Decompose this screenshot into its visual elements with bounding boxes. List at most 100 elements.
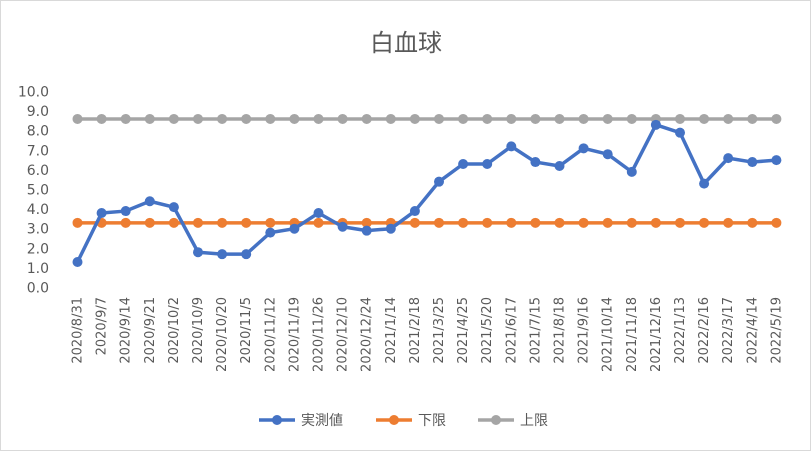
data-point — [313, 208, 324, 219]
data-point — [193, 247, 203, 258]
data-point — [626, 217, 637, 228]
legend-dot-marker — [272, 415, 282, 425]
series-layer — [72, 113, 782, 268]
data-point — [193, 113, 203, 124]
data-point — [602, 217, 613, 228]
data-point — [723, 217, 734, 228]
x-tick-label: 2021/9/16 — [577, 297, 592, 364]
data-point — [409, 113, 420, 124]
x-tick-label: 2021/11/18 — [625, 297, 640, 372]
data-point — [168, 202, 179, 213]
data-point — [699, 178, 710, 189]
legend-item: 上限 — [478, 413, 548, 429]
x-tick-label: 2021/10/14 — [601, 297, 616, 372]
x-tick-label: 2021/5/20 — [480, 297, 495, 364]
legend-item: 下限 — [376, 413, 446, 429]
data-point — [554, 217, 565, 228]
data-point — [530, 217, 541, 228]
x-tick-label: 2020/11/12 — [263, 297, 278, 372]
data-point — [193, 217, 203, 228]
data-point — [578, 217, 589, 228]
y-tick-label: 0.0 — [27, 281, 49, 297]
data-point — [409, 217, 420, 228]
data-point — [289, 223, 300, 234]
data-point — [72, 257, 83, 268]
x-tick-label: 2021/8/18 — [553, 297, 568, 364]
y-axis-ticks: 0.0 1.0 2.0 3.0 4.0 5.0 6.0 7.0 8.0 9.0 10.0 — [18, 85, 49, 297]
y-tick-label: 1.0 — [27, 261, 49, 277]
x-tick-label: 2020/11/5 — [239, 297, 254, 364]
x-tick-label: 2020/9/21 — [143, 297, 158, 364]
data-point — [675, 217, 685, 228]
data-point — [554, 113, 565, 124]
data-point — [217, 249, 228, 260]
data-point — [241, 249, 252, 260]
y-tick-label: 2.0 — [27, 241, 49, 257]
data-point — [409, 206, 420, 217]
data-point — [482, 217, 493, 228]
series-group — [72, 217, 782, 228]
x-tick-label: 2020/9/7 — [95, 297, 110, 355]
data-point — [554, 160, 565, 171]
data-point — [241, 113, 252, 124]
x-tick-label: 2021/1/14 — [384, 297, 399, 364]
data-point — [361, 217, 372, 228]
data-point — [120, 206, 131, 217]
legend-item: 実測値 — [259, 413, 343, 429]
data-point — [217, 113, 228, 124]
x-axis-ticks: 2020/8/31 2020/9/7 2020/9/14 2020/9/21 2020/… — [71, 297, 785, 372]
y-tick-label: 6.0 — [27, 163, 49, 179]
y-tick-label: 10.0 — [18, 85, 49, 101]
data-point — [96, 113, 107, 124]
data-point — [699, 217, 710, 228]
data-point — [120, 113, 131, 124]
x-tick-label: 2020/10/9 — [191, 297, 206, 364]
data-point — [217, 217, 228, 228]
data-point — [650, 217, 661, 228]
data-point — [602, 149, 613, 160]
data-point — [96, 208, 107, 219]
legend-dot-marker — [491, 415, 501, 425]
legend-label: 下限 — [418, 413, 446, 429]
y-tick-label: 8.0 — [27, 124, 49, 140]
y-tick-label: 7.0 — [27, 143, 49, 159]
x-tick-label: 2020/8/31 — [71, 297, 86, 364]
y-tick-label: 4.0 — [27, 202, 49, 218]
data-point — [723, 113, 734, 124]
x-tick-label: 2020/9/14 — [119, 297, 134, 364]
data-point — [120, 217, 131, 228]
data-point — [361, 225, 372, 236]
data-point — [530, 113, 541, 124]
data-point — [602, 113, 613, 124]
legend-dot-marker — [389, 415, 399, 425]
data-point — [385, 223, 396, 234]
data-point — [313, 113, 324, 124]
x-tick-label: 2022/3/17 — [721, 297, 736, 364]
data-point — [747, 157, 758, 168]
legend: 実測値 下限 上限 — [259, 413, 548, 429]
legend-label: 上限 — [520, 413, 548, 429]
data-point — [675, 113, 685, 124]
data-point — [385, 113, 396, 124]
data-point — [506, 113, 517, 124]
data-point — [723, 153, 734, 164]
data-point — [650, 119, 661, 130]
data-point — [482, 113, 493, 124]
data-point — [506, 217, 517, 228]
legend-label: 実測値 — [301, 413, 343, 429]
x-tick-label: 2020/10/2 — [167, 297, 182, 364]
x-tick-label: 2020/11/26 — [312, 297, 327, 372]
y-tick-label: 9.0 — [27, 104, 49, 120]
series-group — [72, 119, 782, 268]
data-point — [144, 113, 155, 124]
data-point — [72, 217, 83, 228]
x-tick-label: 2021/6/17 — [504, 297, 519, 364]
y-tick-label: 5.0 — [27, 183, 49, 199]
data-point — [434, 113, 444, 124]
data-point — [289, 113, 300, 124]
data-point — [337, 113, 348, 124]
data-point — [771, 217, 782, 228]
data-point — [747, 217, 758, 228]
data-point — [458, 159, 469, 170]
